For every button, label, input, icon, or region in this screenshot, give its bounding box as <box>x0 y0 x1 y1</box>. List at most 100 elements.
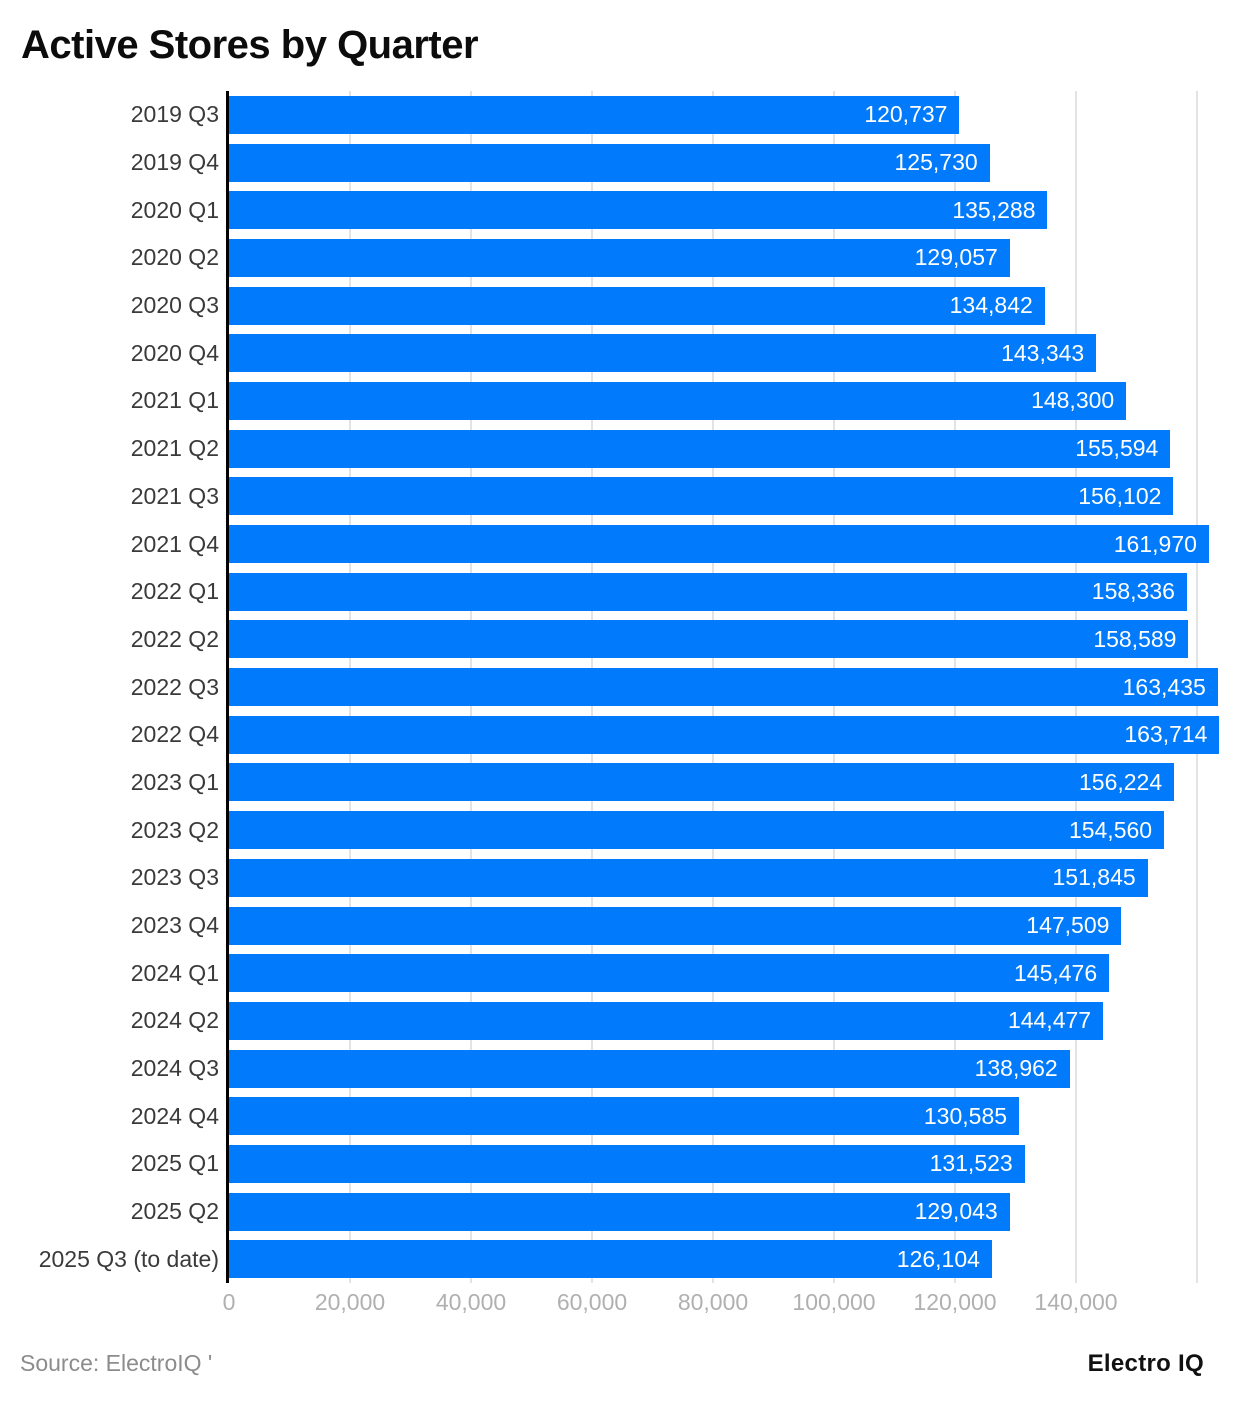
bar-cell: 156,224 <box>229 763 1240 802</box>
bar-value-label: 129,057 <box>914 244 998 271</box>
bar: 147,509 <box>229 906 1122 945</box>
bar-row: 2023 Q3 151,845 <box>0 854 1240 902</box>
bar-value-label: 163,435 <box>1122 673 1206 700</box>
bar: 138,962 <box>229 1049 1070 1088</box>
category-label: 2025 Q1 <box>130 1150 219 1177</box>
bar-row: 2023 Q1 156,224 <box>0 759 1240 807</box>
bar: 144,477 <box>229 1001 1104 1040</box>
bar-cell: 120,737 <box>229 95 1240 134</box>
bar-row: 2022 Q1 158,336 <box>0 568 1240 616</box>
bar: 134,842 <box>229 286 1045 325</box>
bar-cell: 129,057 <box>229 238 1240 277</box>
bar-value-label: 151,845 <box>1052 864 1136 891</box>
bar-cell: 134,842 <box>229 286 1240 325</box>
bar-value-label: 147,509 <box>1026 912 1110 939</box>
bar-cell: 126,104 <box>229 1240 1240 1279</box>
bar: 126,104 <box>229 1240 992 1279</box>
bar-row: 2024 Q4 130,585 <box>0 1092 1240 1140</box>
bar: 155,594 <box>229 429 1171 468</box>
category-label: 2021 Q2 <box>130 435 219 462</box>
category-label: 2022 Q4 <box>130 721 219 748</box>
bar: 143,343 <box>229 334 1097 373</box>
bar-row: 2021 Q1 148,300 <box>0 377 1240 425</box>
bar-rows: 2019 Q3 120,737 2019 Q4 125,730 2020 Q1 135,2… <box>0 91 1240 1283</box>
category-label: 2023 Q3 <box>130 864 219 891</box>
bar-value-label: 126,104 <box>896 1245 980 1272</box>
bar: 163,435 <box>229 668 1218 707</box>
category-label: 2022 Q1 <box>130 578 219 605</box>
bar-row: 2019 Q3 120,737 <box>0 91 1240 139</box>
bar-value-label: 156,224 <box>1079 768 1163 795</box>
category-label: 2022 Q2 <box>130 625 219 652</box>
category-label: 2021 Q1 <box>130 387 219 414</box>
plot-area: 2019 Q3 120,737 2019 Q4 125,730 2020 Q1 135,2… <box>0 91 1240 1284</box>
bar-value-label: 138,962 <box>974 1055 1058 1082</box>
bar-cell: 144,477 <box>229 1001 1240 1040</box>
bar-value-label: 154,560 <box>1068 816 1153 843</box>
bar: 156,102 <box>229 477 1174 516</box>
bar-cell: 145,476 <box>229 954 1240 993</box>
bar-value-label: 161,970 <box>1113 530 1197 557</box>
bar-value-label: 158,336 <box>1091 578 1175 605</box>
x-tick-label: 100,000 <box>792 1289 876 1316</box>
bar-cell: 163,714 <box>229 715 1240 754</box>
bar-value-label: 129,043 <box>914 1198 998 1225</box>
bar-row: 2019 Q4 125,730 <box>0 139 1240 187</box>
x-tick-label: 140,000 <box>1034 1289 1118 1316</box>
bar-cell: 147,509 <box>229 906 1240 945</box>
source-credit: Source: ElectroIQ ' <box>20 1350 213 1376</box>
bar: 158,336 <box>229 572 1187 611</box>
bar-cell: 161,970 <box>229 525 1240 564</box>
chart-title: Active Stores by Quarter <box>21 23 479 67</box>
x-axis-ticks: 0 20,000 40,000 60,000 80,000 100,000 120,000 1… <box>223 1283 1240 1319</box>
category-label: 2024 Q4 <box>130 1102 219 1129</box>
bar-cell: 129,043 <box>229 1192 1240 1231</box>
bar-cell: 131,523 <box>229 1144 1240 1183</box>
bar-cell: 156,102 <box>229 477 1240 516</box>
bar: 131,523 <box>229 1144 1025 1183</box>
category-label: 2022 Q3 <box>130 673 219 700</box>
category-label: 2020 Q1 <box>130 196 219 223</box>
bar-row: 2021 Q2 155,594 <box>0 425 1240 473</box>
x-tick-label: 0 <box>222 1289 236 1316</box>
bar-value-label: 158,589 <box>1093 625 1177 652</box>
bar-row: 2020 Q4 143,343 <box>0 329 1240 377</box>
bar-row: 2022 Q2 158,589 <box>0 616 1240 664</box>
category-label: 2020 Q3 <box>130 292 219 319</box>
bar-value-label: 135,288 <box>952 196 1036 223</box>
bar-row: 2024 Q1 145,476 <box>0 949 1240 997</box>
bar: 145,476 <box>229 954 1110 993</box>
bar: 130,585 <box>229 1097 1020 1136</box>
bar-row: 2021 Q4 161,970 <box>0 520 1240 568</box>
category-label: 2023 Q2 <box>130 816 219 843</box>
x-tick-label: 40,000 <box>435 1289 507 1316</box>
category-label: 2019 Q3 <box>130 101 219 128</box>
bar-cell: 135,288 <box>229 191 1240 230</box>
bar-value-label: 143,343 <box>1001 339 1085 366</box>
bar-row: 2020 Q3 134,842 <box>0 282 1240 330</box>
bar: 135,288 <box>229 191 1048 230</box>
x-tick-label: 120,000 <box>913 1289 997 1316</box>
bar-cell: 138,962 <box>229 1049 1240 1088</box>
bar: 129,043 <box>229 1192 1010 1231</box>
bar: 151,845 <box>229 858 1148 897</box>
category-label: 2024 Q3 <box>130 1055 219 1082</box>
bar: 156,224 <box>229 763 1175 802</box>
bar-row: 2023 Q2 154,560 <box>0 806 1240 854</box>
category-label: 2023 Q1 <box>130 768 219 795</box>
category-label: 2021 Q4 <box>130 530 219 557</box>
bar: 125,730 <box>229 143 990 182</box>
bar-value-label: 144,477 <box>1007 1007 1092 1034</box>
bar-value-label: 125,730 <box>894 149 978 176</box>
bar-value-label: 148,300 <box>1031 387 1115 414</box>
bar-cell: 155,594 <box>229 429 1240 468</box>
bar-row: 2025 Q3 (to date) 126,104 <box>0 1236 1240 1284</box>
bar: 148,300 <box>229 381 1127 420</box>
bar: 161,970 <box>229 525 1209 564</box>
bar-value-label: 155,594 <box>1075 435 1159 462</box>
category-label: 2020 Q4 <box>130 339 219 366</box>
bar-value-label: 163,714 <box>1124 721 1208 748</box>
bar-cell: 158,589 <box>229 620 1240 659</box>
category-label: 2025 Q3 (to date) <box>38 1245 219 1272</box>
bar-cell: 143,343 <box>229 334 1240 373</box>
